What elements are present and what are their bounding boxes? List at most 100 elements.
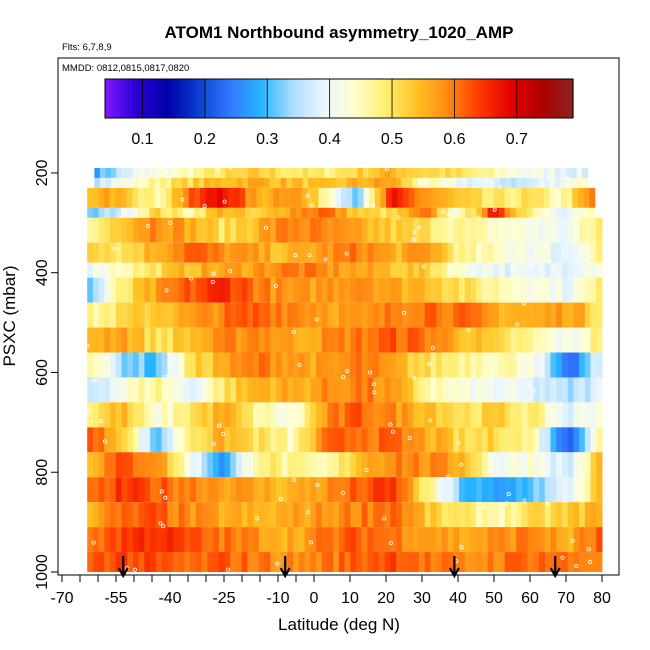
- heatmap-cell: [556, 377, 563, 403]
- heatmap-cell: [367, 402, 374, 428]
- heatmap-cell: [403, 187, 410, 208]
- heatmap-cell: [499, 327, 506, 353]
- heatmap-cell: [356, 402, 363, 428]
- heatmap-cell: [287, 302, 294, 328]
- colorbar-swatch: [151, 79, 157, 118]
- heatmap-cell: [493, 452, 500, 478]
- heatmap-cell: [144, 552, 151, 572]
- heatmap-cell: [390, 167, 397, 178]
- heatmap-cell: [173, 402, 180, 428]
- heatmap-cell: [290, 207, 297, 218]
- heatmap-cell: [247, 262, 254, 278]
- heatmap-cell: [494, 167, 501, 178]
- heatmap-cell: [436, 207, 444, 218]
- heatmap-cell: [447, 427, 454, 453]
- heatmap-cell: [161, 552, 168, 572]
- heatmap-cell: [149, 167, 156, 178]
- heatmap-cell: [430, 327, 437, 353]
- heatmap-cell: [407, 217, 414, 243]
- heatmap-cell: [346, 167, 353, 178]
- heatmap-cell: [390, 552, 397, 572]
- heatmap-cell: [155, 427, 163, 453]
- heatmap-cell: [253, 242, 260, 263]
- heatmap-cell: [413, 327, 420, 353]
- heatmap-cell: [499, 277, 506, 303]
- heatmap-cell: [207, 277, 214, 303]
- heatmap-cell: [396, 527, 403, 553]
- colorbar-swatch: [444, 79, 449, 118]
- heatmap-cell: [308, 167, 315, 178]
- heatmap-cell: [579, 427, 586, 453]
- colorbar-swatch: [225, 79, 231, 118]
- heatmap-cell: [149, 207, 156, 218]
- heatmap-cell: [178, 477, 185, 503]
- heatmap-cell: [235, 217, 243, 243]
- heatmap-cell: [556, 242, 563, 263]
- x-tick-label: -55: [104, 590, 127, 607]
- heatmap-cell: [527, 377, 534, 403]
- x-tick-label: 80: [593, 590, 611, 607]
- heatmap-cell: [312, 207, 319, 218]
- heatmap-cell: [161, 262, 168, 278]
- heatmap-cell: [161, 377, 168, 403]
- heatmap-cell: [407, 527, 414, 553]
- heatmap-cell: [281, 217, 288, 243]
- heatmap-cell: [476, 187, 483, 208]
- heatmap-cell: [195, 277, 203, 303]
- heatmap-cell: [459, 277, 466, 303]
- observation-point: [412, 375, 417, 380]
- heatmap-cell: [264, 302, 271, 328]
- heatmap-cell: [224, 327, 231, 353]
- heatmap-cell: [293, 427, 300, 453]
- colorbar-swatch: [526, 79, 531, 118]
- heatmap-cell: [171, 167, 178, 178]
- heatmap-cell: [121, 187, 128, 208]
- heatmap-cell: [543, 177, 550, 188]
- heatmap-cell: [396, 452, 403, 478]
- heatmap-cell: [419, 187, 427, 208]
- heatmap-cell: [115, 262, 123, 278]
- colorbar-swatch: [569, 79, 574, 118]
- heatmap-cell: [235, 552, 243, 572]
- heatmap-cell: [281, 242, 288, 263]
- heatmap-cell: [567, 477, 574, 503]
- heatmap-cell: [143, 187, 150, 208]
- colorbar-swatch: [459, 79, 465, 118]
- heatmap-cell: [253, 277, 260, 303]
- x-tick-label: 70: [557, 590, 575, 607]
- heatmap-cell: [373, 552, 380, 572]
- heatmap-cell: [327, 452, 334, 478]
- heatmap-cell: [344, 302, 351, 328]
- heatmap-cell: [144, 427, 151, 453]
- heatmap-cell: [350, 377, 357, 403]
- heatmap-cell: [510, 477, 517, 503]
- heatmap-cell: [247, 217, 254, 243]
- heatmap-cell: [487, 242, 494, 263]
- heatmap-cell: [104, 502, 111, 528]
- colorbar-swatch: [350, 79, 356, 118]
- heatmap-cell: [414, 207, 421, 218]
- heatmap-cell: [407, 477, 414, 503]
- heatmap-cell: [441, 402, 449, 428]
- heatmap-cell: [110, 552, 117, 572]
- heatmap-cell: [424, 527, 431, 553]
- heatmap-cell: [224, 427, 231, 453]
- heatmap-cell: [538, 207, 545, 218]
- heatmap-cell: [493, 327, 500, 353]
- heatmap-cell: [584, 502, 592, 528]
- heatmap-cell: [544, 527, 552, 553]
- heatmap-cell: [304, 402, 311, 428]
- heatmap-cell: [127, 502, 134, 528]
- heatmap-cell: [298, 502, 306, 528]
- heatmap-cell: [373, 377, 380, 403]
- heatmap-cell: [230, 277, 237, 303]
- heatmap-cell: [327, 402, 334, 428]
- heatmap-cell: [395, 167, 402, 178]
- heatmap-cell: [87, 402, 94, 428]
- heatmap-cell: [350, 302, 357, 328]
- heatmap-cell: [138, 167, 145, 178]
- heatmap-cell: [258, 167, 265, 178]
- heatmap-cell: [516, 277, 523, 303]
- heatmap-cell: [550, 452, 557, 478]
- heatmap-cell: [270, 402, 277, 428]
